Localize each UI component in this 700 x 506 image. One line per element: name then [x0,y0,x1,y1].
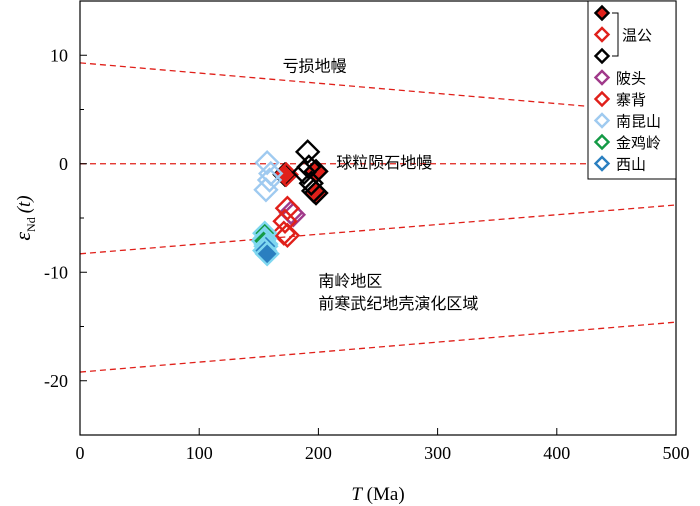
y-tick-label: -20 [44,371,68,391]
y-tick-label: 10 [50,45,68,65]
y-axis-label-epsilon: ε [10,232,35,241]
annotation-1: 亏损地幔 [283,57,347,76]
legend-label: 西山 [616,156,646,174]
legend-marker [593,69,611,86]
y-tick-label: -10 [44,262,68,282]
annotation-3: 南岭地区 [318,271,382,290]
y-axis-label: εNd (t) [10,195,38,240]
data-point [272,208,298,234]
data-point [256,167,283,193]
data-point [274,222,301,249]
data-points [250,139,329,267]
legend-marker [593,47,611,65]
plot-frame [79,0,677,436]
x-tick-label: 200 [305,443,332,463]
y-axis-ticks: 10 0 -10 -20 [44,45,87,436]
data-point [291,159,317,186]
y-tick-label: 0 [59,154,68,174]
legend-marker [593,90,611,108]
legend-marker [593,26,611,43]
x-tick-label: 400 [543,443,570,463]
legend-marker [593,4,611,22]
reference-lines [79,62,677,373]
x-tick-label: 100 [186,443,213,463]
x-axis-ticks: 0 100 200 300 400 500 [76,428,690,463]
x-axis-label-unit: (Ma) [362,484,405,505]
axes [79,0,677,436]
reference-line-4 [79,321,677,373]
legend-label: 陂头 [616,70,646,88]
x-tick-label: 0 [76,443,85,463]
legend-marker [593,155,611,172]
data-point [300,178,327,204]
x-axis-label: T (Ma) [351,484,404,505]
reference-line-3 [79,204,677,255]
y-axis-label-paren: (t) [14,195,35,213]
data-point [274,195,301,221]
x-axis-label-symbol: T [351,484,363,505]
legend-label: 南昆山 [616,113,661,131]
y-axis-label-subscript: Nd [24,217,38,232]
x-tick-label: 300 [424,443,451,463]
legend-group-label: 温公 [622,27,652,45]
data-point [254,241,280,267]
annotation-2: 球粒陨石地幔 [336,153,432,172]
legend-label: 寨背 [616,91,646,109]
x-tick-label: 500 [663,443,690,463]
legend-label: 金鸡岭 [616,134,661,152]
data-point [294,139,321,165]
annotation-4: 前寒武纪地壳演化区域 [318,294,478,313]
legend-marker [593,112,611,129]
reference-line-1 [79,62,677,115]
legend-marker [593,133,611,151]
data-point [298,170,324,196]
legend-bracket [612,12,619,57]
data-point [254,149,280,176]
